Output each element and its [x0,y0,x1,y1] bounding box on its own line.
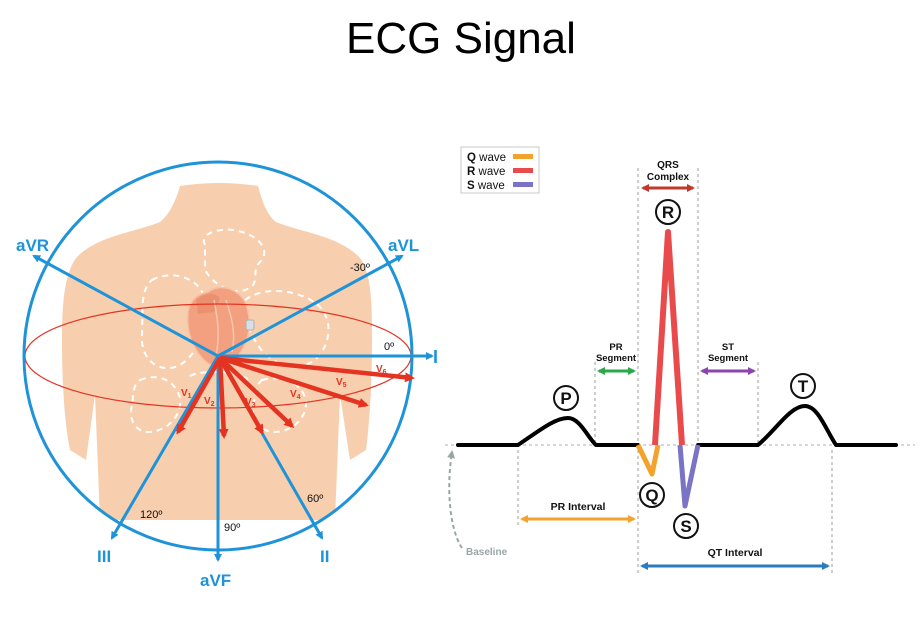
lead-v2-vector [217,357,229,439]
s-wave-segment [677,444,701,509]
lead-v1-label: V1 [181,388,192,400]
wave-r-label: R [662,203,674,222]
lead-iii-label: III [97,547,111,566]
ecg-trace [456,416,640,447]
wave-q-label: Q [645,486,658,505]
angle-90-label: 90º [224,522,240,534]
lead-v6-vector [219,355,415,383]
lead-diagram: aVR aVL I II III aVF -30º 0º 60º 90º 120… [16,160,438,590]
lead-v6-label: V6 [376,364,387,376]
lead-ii-label: II [320,547,329,566]
ecg-waveform-diagram: Q wave R wave S wave QRS Complex PR [445,146,915,575]
wave-t-label: T [798,377,809,396]
lead-v4-label: V4 [290,389,301,401]
legend-q-text: Q wave [467,152,506,164]
lead-avf-label: aVF [200,571,231,590]
lead-iii-axis [110,355,220,540]
lead-v5-vector [219,355,369,408]
qrs-label-line2: Complex [647,172,690,183]
lead-i-label: I [433,347,438,367]
legend-q-swatch [513,154,533,159]
pr-segment-label-line1: PR [609,342,622,353]
lead-v5-label: V5 [336,377,347,389]
st-segment-label-line1: ST [722,342,734,353]
lead-v4-vector [218,356,295,429]
ecg-trace-st-t [696,404,898,447]
wave-s-label: S [680,517,691,536]
lead-v2-label: V2 [204,396,215,408]
qt-interval-label: QT Interval [708,547,763,559]
lead-avr-label: aVR [16,236,49,255]
lead-avl-label: aVL [388,236,419,255]
q-wave-segment [635,443,661,477]
legend-s-text: S wave [467,180,505,192]
angle-neg30-label: -30º [350,262,370,274]
baseline-label: Baseline [466,547,508,558]
lead-avl-axis [217,254,404,358]
angle-60-label: 60º [307,493,323,505]
slide-title: ECG Signal [346,14,576,63]
legend-s-swatch [513,182,533,187]
legend-r-swatch [513,168,533,173]
angle-120-label: 120º [140,509,162,521]
qrs-label-line1: QRS [657,160,679,171]
legend-r-text: R wave [467,166,505,178]
angle-0-label: 0º [384,341,394,353]
lead-v1-vector [176,356,222,435]
baseline-pointer [447,450,463,549]
lead-v3-vector [218,356,264,435]
wave-p-label: P [560,389,571,408]
pr-interval-label: PR Interval [551,501,606,513]
pr-segment-label-line2: Segment [596,353,637,364]
wave-legend: Q wave R wave S wave [460,146,540,194]
lead-v3-label: V3 [245,397,256,409]
r-wave-segment [652,229,685,446]
st-segment-label-line2: Segment [708,353,749,364]
lead-avr-axis [32,254,219,358]
